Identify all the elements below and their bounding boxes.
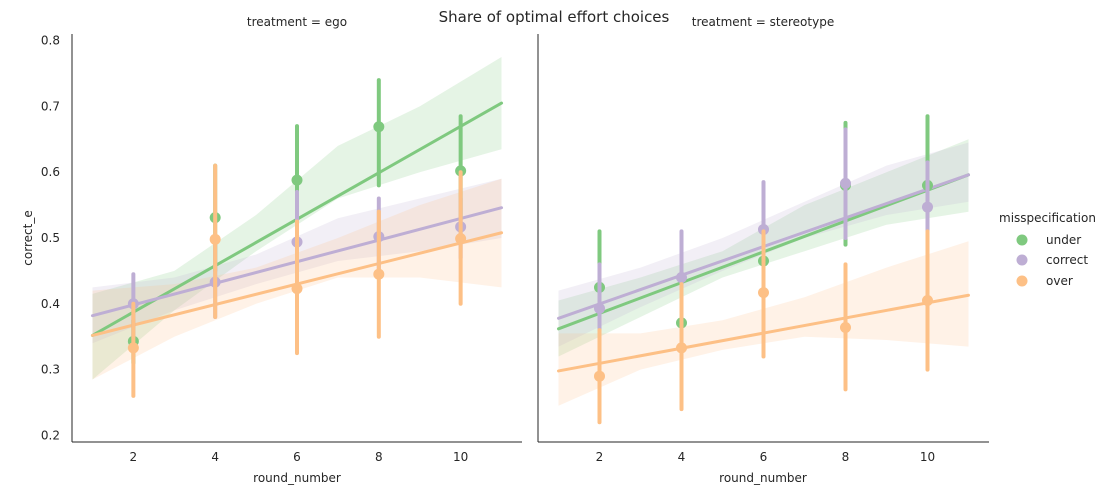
facet-stereotype-title: treatment = stereotype	[692, 15, 834, 29]
stereotype-x-tick-label: 8	[842, 450, 850, 464]
ego-point-under-6	[291, 174, 303, 186]
stereotype-point-correct-10	[922, 201, 933, 213]
ego-y-tick-label: 0.7	[41, 99, 60, 113]
facet-ego-title: treatment = ego	[247, 15, 347, 29]
stereotype-point-over-2	[594, 370, 605, 382]
ego-y-tick-label: 0.4	[41, 297, 60, 311]
legend: misspecification under correct over	[999, 211, 1096, 288]
stereotype-point-over-4	[676, 342, 687, 354]
ego-point-over-10	[455, 233, 467, 245]
ego-point-over-8	[373, 268, 385, 280]
stereotype-x-tick-label: 2	[596, 450, 604, 464]
legend-marker-under	[1016, 234, 1028, 246]
ego-point-over-4	[209, 233, 221, 245]
stereotype-point-correct-8	[840, 177, 851, 189]
stereotype-x-tick-label: 10	[920, 450, 935, 464]
figure-suptitle: Share of optimal effort choices	[439, 8, 670, 26]
facet-stereotype: treatment = stereotype round_number 2 4 6 8…	[537, 15, 989, 485]
ego-y-tick-label: 0.3	[41, 363, 60, 377]
ego-x-tick-label: 6	[293, 450, 301, 464]
ego-y-tick-label: 0.8	[41, 34, 60, 48]
legend-marker-correct	[1016, 254, 1028, 266]
facet-stereotype-plot-area: 2 4 6 8 10	[537, 34, 989, 464]
legend-entry-over: over	[1016, 274, 1073, 288]
legend-label-over: over	[1046, 274, 1073, 288]
facet-ego-x-axis-label: round_number	[253, 471, 341, 485]
stereotype-point-over-10	[922, 295, 933, 307]
ego-y-tick-label: 0.2	[41, 428, 60, 442]
ego-point-over-6	[291, 283, 303, 295]
facet-ego: treatment = ego correct_e round_number 2…	[21, 15, 522, 485]
stereotype-point-over-6	[758, 287, 769, 299]
ego-x-tick-label: 4	[211, 450, 219, 464]
y-axis-label: correct_e	[21, 210, 35, 265]
facet-ego-plot-area: 2 4 6 8 10 0.2 0.3 0.4 0.5 0.6 0.7 0.8	[41, 34, 522, 464]
ego-y-tick-label: 0.6	[41, 165, 60, 179]
facet-stereotype-x-axis-label: round_number	[719, 471, 807, 485]
legend-entry-under: under	[1016, 233, 1081, 247]
legend-entry-correct: correct	[1016, 253, 1088, 267]
ego-y-tick-label: 0.5	[41, 231, 60, 245]
stereotype-point-correct-4	[676, 271, 687, 283]
legend-label-under: under	[1046, 233, 1081, 247]
ego-point-under-8	[373, 121, 385, 133]
legend-marker-over	[1016, 275, 1028, 287]
ego-point-over-2	[127, 342, 139, 354]
ego-x-tick-label: 10	[453, 450, 468, 464]
ego-x-tick-label: 8	[375, 450, 383, 464]
stereotype-point-correct-2	[594, 302, 605, 314]
stereotype-x-tick-label: 4	[678, 450, 686, 464]
stereotype-x-tick-label: 6	[760, 450, 768, 464]
legend-label-correct: correct	[1046, 253, 1088, 267]
legend-title: misspecification	[999, 211, 1096, 225]
ego-x-tick-label: 2	[130, 450, 138, 464]
stereotype-point-over-8	[840, 321, 851, 333]
